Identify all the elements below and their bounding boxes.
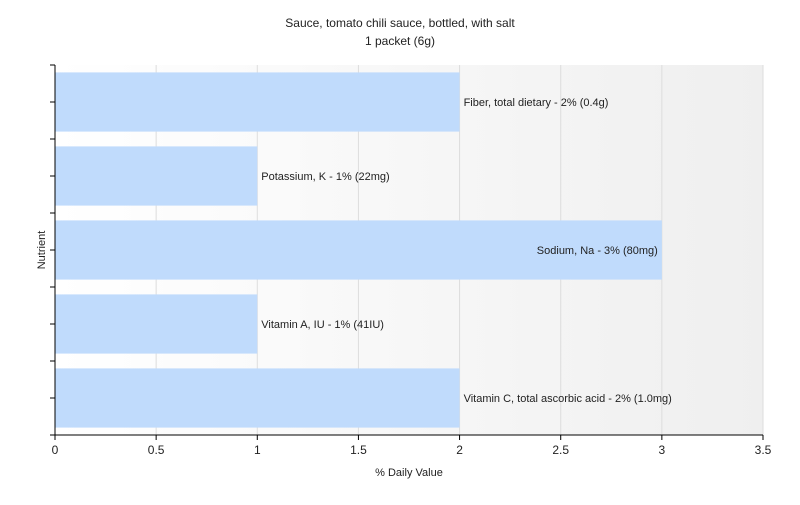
x-tick-label: 1 <box>254 443 261 457</box>
x-tick-label: 3.5 <box>755 443 772 457</box>
x-tick-label: 0.5 <box>148 443 165 457</box>
bar-data-label: Fiber, total dietary - 2% (0.4g) <box>464 97 609 109</box>
bar <box>55 220 662 280</box>
chart-title: Sauce, tomato chili sauce, bottled, with… <box>285 16 515 30</box>
bar-data-label: Vitamin A, IU - 1% (41IU) <box>261 319 384 331</box>
bar-data-label: Potassium, K - 1% (22mg) <box>261 171 389 183</box>
x-tick-label: 1.5 <box>350 443 367 457</box>
bar <box>55 72 460 132</box>
y-axis-ticks <box>50 64 55 436</box>
bars <box>55 72 662 428</box>
x-tick-label: 2 <box>456 443 463 457</box>
bar <box>55 368 460 428</box>
bar-data-label: Vitamin C, total ascorbic acid - 2% (1.0… <box>464 393 672 405</box>
x-tick-label: 3 <box>659 443 666 457</box>
x-axis-ticks: 0 0.5 1 1.5 2 2.5 3 3.5 <box>52 435 772 457</box>
x-tick-label: 0 <box>52 443 59 457</box>
chart-subtitle: 1 packet (6g) <box>365 34 435 48</box>
x-tick-label: 2.5 <box>552 443 569 457</box>
bar <box>55 146 258 206</box>
y-axis-label: Nutrient <box>36 231 48 270</box>
bar <box>55 294 258 354</box>
bar-labels: Fiber, total dietary - 2% (0.4g) Potassiu… <box>261 97 672 405</box>
x-axis-label: % Daily Value <box>375 467 443 479</box>
bar-data-label: Sodium, Na - 3% (80mg) <box>537 245 658 257</box>
